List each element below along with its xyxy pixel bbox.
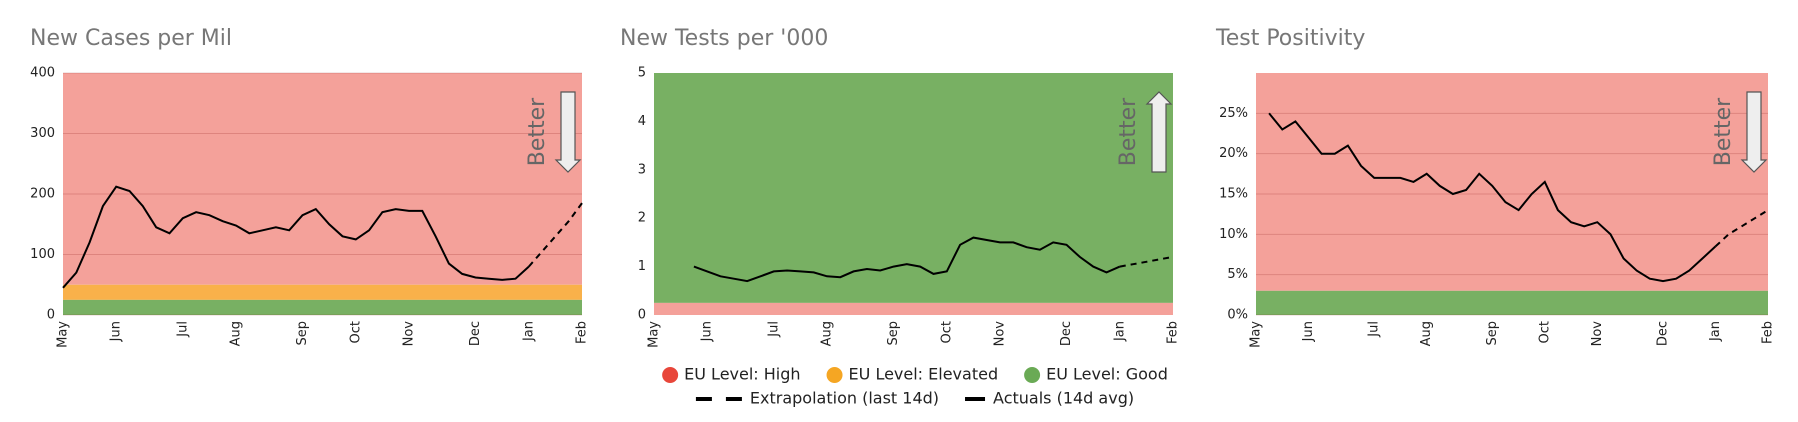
chart-title: New Cases per Mil bbox=[30, 26, 232, 51]
x-tick-label: Nov bbox=[1590, 321, 1605, 347]
x-tick-label: May bbox=[1249, 321, 1264, 348]
x-tick-label: Feb bbox=[1166, 321, 1181, 344]
x-tick-label: Dec bbox=[1059, 321, 1074, 346]
series-line bbox=[1119, 255, 1174, 268]
legend-row: Extrapolation (last 14d) Actuals (14d avg… bbox=[695, 389, 1134, 408]
legend-marker bbox=[662, 367, 679, 383]
y-tick-label: 1 bbox=[638, 259, 646, 274]
y-tick-label: 0 bbox=[638, 308, 646, 323]
series-line bbox=[1268, 112, 1717, 283]
series-line bbox=[62, 185, 530, 289]
series-line bbox=[528, 202, 583, 268]
y-tick-label: 0% bbox=[1227, 308, 1248, 323]
better-arrow bbox=[1145, 91, 1173, 173]
x-tick-label: Jun bbox=[1301, 321, 1316, 342]
x-tick-label: Sep bbox=[1485, 321, 1500, 346]
x-tick-label: Sep bbox=[886, 321, 901, 346]
x-tick-label: Oct bbox=[1537, 321, 1552, 343]
x-tick-label: Oct bbox=[348, 321, 363, 343]
level-band bbox=[63, 299, 582, 315]
x-tick-label: Feb bbox=[575, 321, 590, 344]
x-tick-label: Aug bbox=[820, 321, 835, 346]
series-line bbox=[1714, 209, 1769, 248]
y-tick-label: 5% bbox=[1227, 267, 1248, 282]
x-tick-label: Oct bbox=[939, 321, 954, 343]
legend-marker bbox=[1024, 367, 1041, 383]
x-tick-label: May bbox=[56, 321, 71, 348]
y-tick-label: 100 bbox=[30, 247, 55, 262]
legend-label: EU Level: Good bbox=[1046, 365, 1168, 384]
x-tick-label: Sep bbox=[295, 321, 310, 346]
x-tick-label: Jun bbox=[700, 321, 715, 342]
level-band bbox=[63, 284, 582, 300]
chart-title: New Tests per '000 bbox=[620, 26, 828, 51]
better-arrow bbox=[1740, 91, 1768, 173]
x-tick-label: Jan bbox=[1708, 321, 1723, 342]
x-tick-label: Jun bbox=[109, 321, 124, 342]
y-tick-label: 25% bbox=[1219, 106, 1248, 121]
x-tick-label: Nov bbox=[402, 321, 417, 347]
x-tick-label: Feb bbox=[1761, 321, 1776, 344]
x-tick-label: Jul bbox=[1367, 321, 1382, 338]
y-tick-label: 10% bbox=[1219, 227, 1248, 242]
x-tick-label: Dec bbox=[468, 321, 483, 346]
level-band bbox=[1256, 73, 1768, 291]
x-tick-label: Nov bbox=[993, 321, 1008, 347]
level-band bbox=[63, 73, 582, 285]
y-tick-label: 400 bbox=[30, 66, 55, 81]
y-tick-label: 200 bbox=[30, 187, 55, 202]
y-tick-label: 15% bbox=[1219, 187, 1248, 202]
annotation: Better bbox=[1116, 97, 1141, 166]
x-tick-label: Aug bbox=[229, 321, 244, 346]
y-tick-label: 3 bbox=[638, 162, 646, 177]
legend-label: EU Level: High bbox=[684, 365, 800, 384]
x-tick-label: May bbox=[647, 321, 662, 348]
y-tick-label: 300 bbox=[30, 126, 55, 141]
better-arrow bbox=[554, 91, 582, 173]
x-tick-label: Dec bbox=[1655, 321, 1670, 346]
annotation: Better bbox=[525, 97, 550, 166]
y-tick-label: 5 bbox=[638, 66, 646, 81]
legend-row: EU Level: High EU Level: Elevated EU Level… bbox=[662, 365, 1168, 384]
y-tick-label: 4 bbox=[638, 114, 646, 129]
level-band bbox=[654, 302, 1173, 315]
x-tick-label: Jan bbox=[1112, 321, 1127, 342]
legend-marker bbox=[826, 367, 843, 383]
x-tick-label: Jul bbox=[766, 321, 781, 338]
x-tick-label: Jan bbox=[521, 321, 536, 342]
y-tick-label: 0 bbox=[47, 308, 55, 323]
chart-title: Test Positivity bbox=[1215, 26, 1365, 51]
y-tick-label: 2 bbox=[638, 211, 646, 226]
legend-label: Extrapolation (last 14d) bbox=[750, 389, 939, 408]
y-tick-label: 20% bbox=[1219, 146, 1248, 161]
x-tick-label: Aug bbox=[1419, 321, 1434, 346]
level-band bbox=[1256, 290, 1768, 315]
legend-label: Actuals (14d avg) bbox=[993, 389, 1134, 408]
annotation: Better bbox=[1711, 97, 1736, 166]
legend-label: EU Level: Elevated bbox=[849, 365, 999, 384]
x-tick-label: Jul bbox=[175, 321, 190, 338]
series-line bbox=[693, 236, 1121, 283]
